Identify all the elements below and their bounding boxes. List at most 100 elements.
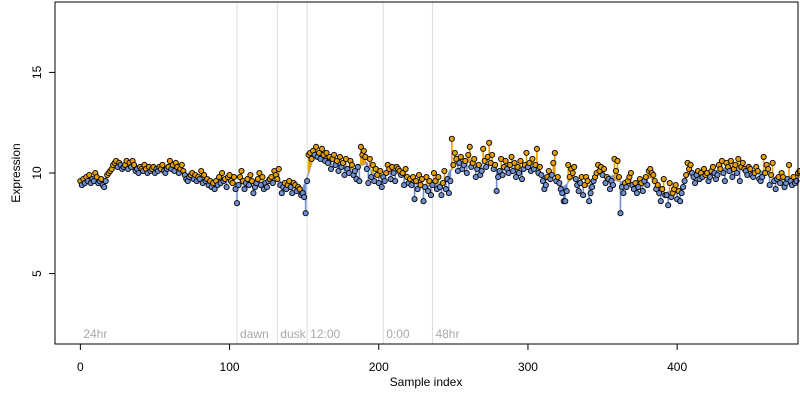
data-point <box>402 165 409 173</box>
data-point <box>769 159 776 166</box>
data-point <box>238 167 245 175</box>
data-point <box>687 161 694 169</box>
data-point <box>166 157 173 164</box>
data-point <box>330 151 338 158</box>
data-point <box>102 177 109 185</box>
data-point <box>587 190 594 197</box>
data-point <box>201 171 208 179</box>
data-point <box>351 167 358 175</box>
data-point <box>580 192 587 199</box>
phase-label: 24hr <box>83 327 107 341</box>
data-point <box>586 198 593 205</box>
data-point <box>357 143 364 150</box>
data-point <box>424 188 432 195</box>
data-point <box>159 161 166 169</box>
data-point <box>511 159 518 166</box>
data-point <box>526 159 533 166</box>
data-point <box>538 171 545 179</box>
data-point <box>250 190 257 197</box>
data-point <box>441 167 448 175</box>
data-point <box>735 155 742 162</box>
data-point <box>366 155 373 162</box>
data-point <box>336 153 344 160</box>
data-point <box>572 175 579 183</box>
data-point <box>584 177 591 185</box>
data-point <box>356 177 363 185</box>
data-point <box>448 135 455 142</box>
data-point <box>480 145 487 152</box>
data-point <box>536 163 543 171</box>
data-point <box>256 169 263 177</box>
phase-label: 12:00 <box>310 327 340 341</box>
x-axis: 0 100 200 300 400 <box>77 344 687 374</box>
data-point <box>230 173 238 181</box>
data-point <box>736 177 743 185</box>
data-point <box>313 143 320 150</box>
data-point <box>375 180 382 187</box>
data-point <box>672 182 679 189</box>
data-point <box>223 184 230 191</box>
data-point <box>216 173 223 181</box>
data-point <box>614 157 621 164</box>
data-point <box>241 186 248 193</box>
data-point <box>512 173 520 181</box>
data-point <box>517 157 524 164</box>
data-point <box>627 169 634 177</box>
data-point <box>729 173 736 181</box>
data-point <box>302 210 309 217</box>
data-point <box>656 190 663 197</box>
data-point <box>198 167 205 175</box>
data-point <box>563 188 570 195</box>
data-point <box>414 186 421 193</box>
data-point <box>700 165 708 173</box>
x-axis-label: Sample index <box>390 375 463 389</box>
data-point <box>768 171 775 179</box>
x-tick-label: 100 <box>220 360 240 374</box>
data-point <box>413 177 420 185</box>
data-point <box>659 186 666 193</box>
data-point <box>683 171 690 179</box>
data-point <box>566 173 573 181</box>
data-point <box>642 173 649 181</box>
data-point <box>323 149 330 156</box>
data-point <box>423 173 430 181</box>
data-point <box>514 163 521 171</box>
data-point <box>374 171 381 179</box>
data-point <box>508 153 515 160</box>
data-point <box>556 180 563 187</box>
data-point <box>720 169 727 177</box>
data-point <box>445 190 452 197</box>
data-point <box>589 184 596 191</box>
data-point <box>657 198 664 205</box>
data-point <box>447 177 454 185</box>
data-point <box>650 171 657 179</box>
data-point <box>733 169 740 177</box>
data-point <box>274 175 281 183</box>
data-point <box>369 161 376 169</box>
data-point <box>390 169 397 177</box>
data-point <box>219 169 226 177</box>
data-point <box>539 177 546 185</box>
data-point <box>615 173 623 181</box>
data-point <box>377 167 384 175</box>
data-point <box>296 186 303 193</box>
data-point <box>327 165 335 173</box>
y-tick-label: 10 <box>30 166 44 180</box>
y-tick-label: 5 <box>30 270 44 277</box>
phase-label: dawn <box>240 327 269 341</box>
data-point <box>612 167 620 175</box>
data-point <box>324 159 332 166</box>
data-point <box>785 161 793 169</box>
data-point <box>229 180 236 187</box>
data-point <box>509 167 517 175</box>
data-point <box>415 171 423 179</box>
data-point <box>714 171 721 179</box>
data-point <box>677 198 684 205</box>
data-point <box>717 165 724 173</box>
data-point <box>632 180 639 187</box>
data-point <box>435 173 442 181</box>
data-point <box>245 182 253 189</box>
data-point <box>486 139 493 146</box>
data-point <box>348 161 355 169</box>
